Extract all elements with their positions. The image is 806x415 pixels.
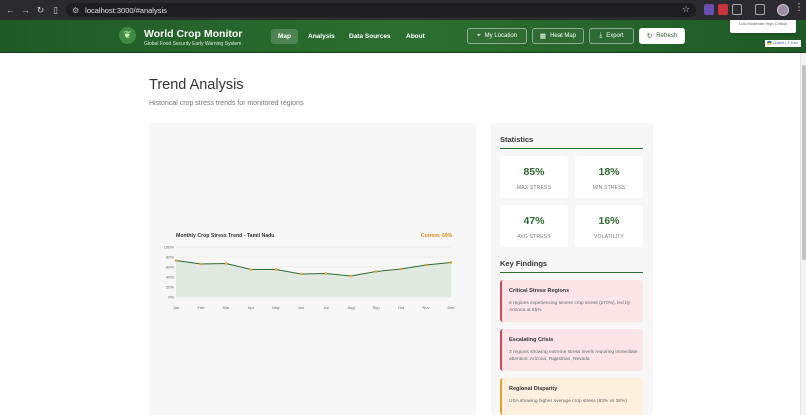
key-findings-heading: Key Findings	[500, 259, 548, 268]
avatar[interactable]	[777, 4, 789, 16]
finding-card: Critical Stress Regions 6 regions experi…	[500, 280, 643, 322]
map-attribution[interactable]: 🇺🇦 Leaflet | © Esri	[765, 40, 801, 47]
download-icon: ⤓	[599, 32, 603, 39]
y-tick-label: 20%	[166, 285, 174, 290]
url-text[interactable]: localhost:3000/#analysis	[85, 5, 167, 15]
stat-label: AVG STRESS	[517, 234, 551, 240]
chart-title: Monthly Crop Stress Trend - Tamil Nadu	[176, 233, 275, 239]
data-point	[349, 274, 353, 278]
sidebar-icon[interactable]: ▯	[53, 5, 58, 15]
address-bar[interactable]: ⚙ localhost:3000/#analysis ☆	[66, 3, 696, 17]
finding-text: 6 regions experiencing severe crop stres…	[509, 301, 631, 314]
finding-title: Critical Stress Regions	[509, 288, 570, 294]
finding-title: Escalating Crisis	[509, 337, 554, 343]
stat-card-max-stress: 85% MAX STRESS	[500, 156, 568, 198]
data-point	[374, 270, 378, 273]
stat-card-volatility: 16% VOLATILITY	[575, 205, 643, 247]
statistics-heading: Statistics	[500, 135, 534, 144]
x-tick-label: Jul	[323, 305, 328, 310]
data-point	[274, 268, 278, 271]
stat-card-min-stress: 18% MIN STRESS	[575, 156, 643, 198]
grid-icon: ▦	[539, 33, 547, 40]
site-info-icon[interactable]: ⚙	[72, 5, 80, 15]
stat-label: MIN STRESS	[592, 185, 626, 191]
finding-card: Regional Disparity USA showing higher av…	[500, 378, 643, 415]
stat-value: 18%	[598, 166, 620, 178]
nav-analysis[interactable]: Analysis	[308, 33, 335, 40]
nav-about[interactable]: About	[406, 33, 425, 40]
stat-label: MAX STRESS	[516, 185, 552, 191]
nav-map[interactable]: Map	[271, 29, 298, 44]
x-tick-label: Jan	[173, 305, 179, 310]
x-tick-label: Sep	[372, 305, 380, 310]
x-tick-label: Apr	[248, 305, 255, 310]
y-tick-label: 0%	[168, 295, 174, 300]
extension-icon[interactable]	[718, 4, 728, 15]
divider	[500, 148, 643, 149]
stat-value: 47%	[523, 215, 545, 227]
x-tick-label: Jun	[298, 305, 304, 310]
data-point	[224, 262, 228, 265]
map-legend: Low Moderate High Critical	[730, 20, 796, 33]
puzzle-icon[interactable]	[732, 4, 742, 15]
stat-label: VOLATILITY	[594, 234, 624, 240]
divider	[500, 272, 643, 273]
data-point	[199, 262, 203, 266]
page-subtitle: Historical crop stress trends for monito…	[149, 100, 304, 107]
y-tick-label: 60%	[166, 265, 174, 270]
star-icon[interactable]: ☆	[681, 4, 690, 14]
stat-value: 85%	[523, 166, 545, 178]
x-tick-label: Oct	[398, 305, 405, 310]
x-tick-label: Mar	[223, 305, 231, 310]
data-point	[174, 259, 178, 262]
series-area	[176, 260, 451, 297]
finding-text: 3 regions showing extreme stress levels …	[509, 350, 638, 363]
my-location-button[interactable]: ⌖ My Location	[467, 28, 527, 44]
y-tick-label: 40%	[166, 275, 174, 280]
x-tick-label: Nov	[422, 305, 429, 310]
screenshot-icon[interactable]	[755, 4, 765, 15]
menu-kebab-icon[interactable]: ⋮	[794, 2, 804, 13]
finding-card: Escalating Crisis 3 regions showing extr…	[500, 329, 643, 371]
crosshair-icon: ⌖	[476, 32, 481, 39]
finding-title: Regional Disparity	[509, 386, 558, 392]
x-tick-label: Dec	[447, 305, 454, 310]
stat-card-avg-stress: 47% AVG STRESS	[500, 205, 568, 247]
back-arrow-icon[interactable]: ←	[6, 5, 15, 15]
stat-value: 16%	[598, 215, 620, 227]
data-point	[449, 261, 453, 264]
export-button[interactable]: ⤓ Export	[589, 28, 634, 44]
refresh-button[interactable]: ↻ Refresh	[639, 28, 685, 44]
data-point	[299, 272, 303, 276]
x-tick-label: Aug	[347, 305, 354, 310]
page-scrollbar[interactable]	[800, 53, 806, 415]
chart-current-value: Current: 69%	[421, 233, 453, 239]
x-tick-label: May	[272, 305, 280, 310]
scrollbar-thumb[interactable]	[802, 65, 806, 260]
app-subtitle: Global Food Security Early Warning Syste…	[144, 41, 242, 47]
app-title: World Crop Monitor	[144, 28, 243, 40]
browser-toolbar: ← → ↻ ▯ ⚙ localhost:3000/#analysis ☆ ⋮	[0, 0, 806, 20]
y-tick-label: 100%	[164, 245, 175, 250]
data-point	[424, 263, 428, 267]
nav-data-sources[interactable]: Data Sources	[349, 33, 391, 40]
extension-icon[interactable]	[704, 4, 714, 15]
data-point	[399, 267, 403, 271]
trend-chart[interactable]: 0% 20% 40% 60% 80% 100% Jan Feb Mar Apr May Jun Jul A…	[160, 240, 460, 315]
data-point	[249, 268, 253, 271]
forward-arrow-icon[interactable]: →	[21, 5, 30, 15]
series-line	[175, 260, 452, 277]
leaf-shield-icon: ❦	[119, 27, 136, 44]
x-tick-label: Feb	[198, 305, 206, 310]
finding-text: USA showing higher average crop stress (…	[509, 399, 627, 404]
reload-icon[interactable]: ↻	[36, 5, 45, 15]
page-title: Trend Analysis	[149, 77, 244, 93]
refresh-icon: ↻	[646, 33, 653, 40]
app-header: ❦ World Crop Monitor Global Food Securit…	[0, 20, 806, 53]
data-point	[324, 272, 328, 275]
y-tick-label: 80%	[166, 255, 174, 260]
heat-map-button[interactable]: ▦ Heat Map	[532, 28, 584, 44]
